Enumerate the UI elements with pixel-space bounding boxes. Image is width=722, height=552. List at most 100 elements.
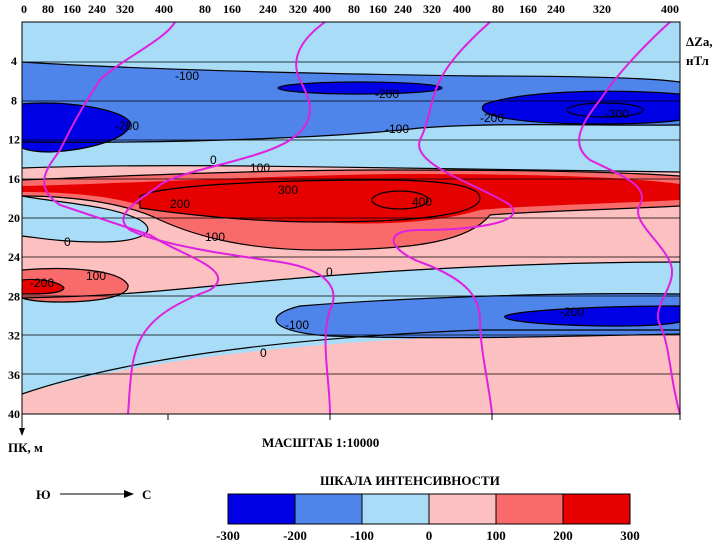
right-axis-label-2: нТл (686, 53, 709, 68)
contour-label-m200c: -200 (480, 111, 504, 125)
contour-label-m200a: -200 (375, 87, 399, 101)
zone-positive-lower (22, 330, 680, 414)
top-tick-label: 400 (313, 2, 331, 16)
contour-line-m300 (566, 102, 644, 118)
legend-swatches (227, 493, 631, 525)
y-axis-label: ПК, м (8, 440, 43, 455)
contour-label-p400: 400 (412, 195, 432, 209)
legend-tick-label: -300 (216, 528, 240, 543)
contour-label-m200d: -200 (560, 305, 584, 319)
top-tick-label: 240 (394, 2, 412, 16)
legend-tick-label: 200 (553, 528, 573, 543)
contour-lines (21, 61, 681, 395)
top-tick-label: 160 (369, 2, 387, 16)
contour-label-p200: 200 (170, 197, 190, 211)
top-tick-label: 80 (199, 2, 211, 16)
legend-tick-label: 100 (486, 528, 506, 543)
legend-swatch (562, 493, 631, 525)
bottom-ticks (21, 414, 681, 420)
contour-line-m100-upper (21, 124, 681, 143)
contour-label-p100c: 100 (86, 269, 106, 283)
legend-swatch (495, 493, 564, 525)
contour-line-100-left (21, 267, 129, 303)
contour-line-0-upper (21, 61, 681, 83)
zone-neg-200-center (278, 82, 442, 94)
contour-label-z0b: 0 (64, 235, 71, 249)
top-tick-label: 160 (223, 2, 241, 16)
contour-line-400 (371, 190, 429, 210)
legend-tick-label: -200 (283, 528, 307, 543)
top-tick-labels: 0 80 160 240 320 400 80 160 240 320 400 80 160 240 320… (21, 2, 679, 16)
y-tick-label: 28 (8, 289, 20, 303)
legend-tick-label: -100 (350, 528, 374, 543)
contour-line-100-lower (21, 195, 681, 251)
top-tick-label: 80 (492, 2, 504, 16)
top-tick-label: 80 (42, 2, 54, 16)
contour-line-0-bottom (21, 329, 680, 395)
zone-neg-top (22, 62, 680, 143)
zone-neg-top-edge (22, 22, 680, 82)
profile-curve-3 (392, 21, 515, 415)
top-tick-label: 240 (547, 2, 565, 16)
legend-tick-label: 300 (620, 528, 640, 543)
contour-line-0-pocket (21, 195, 149, 243)
direction-arrow-head (124, 490, 134, 498)
zone-neg-top-lower (22, 124, 680, 172)
legend-swatch (227, 493, 296, 525)
zone-neg-lower (276, 293, 680, 338)
legend-tick-label: 0 (426, 528, 433, 543)
profile-curve-4 (578, 21, 681, 415)
map-frame (21, 21, 681, 415)
y-tick-label: 32 (8, 329, 20, 343)
contour-label-m200b: -200 (115, 119, 139, 133)
legend-swatch (294, 493, 363, 525)
contour-label-p100b: 100 (205, 230, 225, 244)
contour-label-p200b: -200 (30, 276, 54, 290)
zone-neg-lower-core (504, 306, 680, 326)
contour-label-m100c: -100 (285, 318, 309, 332)
contour-label-m300: -300 (605, 107, 629, 121)
legend-title: ШКАЛА ИНТЕНСИВНОСТИ (320, 473, 500, 488)
y-tick-label: 8 (11, 93, 17, 107)
legend-swatch (361, 493, 430, 525)
contour-line-m200-center (277, 81, 443, 95)
legend-swatch (428, 493, 497, 525)
zone-pocket-20 (22, 196, 148, 242)
top-tick-label: 80 (348, 2, 360, 16)
y-tick-label: 24 (8, 250, 20, 264)
top-tick-label: 0 (21, 2, 27, 16)
top-tick-label: 320 (116, 2, 134, 16)
y-tick-label: 12 (8, 133, 20, 147)
contour-line-100-mid (21, 169, 681, 181)
contour-line-200-left (21, 278, 65, 295)
contour-label-p300: 300 (278, 183, 298, 197)
right-axis-label-1: ΔZa, (686, 34, 713, 49)
contour-line-m200-right (481, 90, 681, 125)
profile-curve-2 (122, 21, 335, 415)
profile-curve-1 (43, 21, 220, 415)
legend-ticks: -300 -200 -100 0 100 200 300 (216, 528, 640, 543)
contour-line-300 (139, 179, 481, 223)
contour-line-0-mid (21, 165, 681, 173)
zone-left-28-core (22, 279, 64, 294)
contour-label-p100a: 100 (250, 161, 270, 175)
y-tick-label: 20 (8, 211, 20, 225)
contour-line-m200-lower (504, 305, 681, 327)
contour-label-m100a: -100 (175, 69, 199, 83)
top-tick-label: 320 (593, 2, 611, 16)
y-tick-label: 4 (11, 54, 17, 68)
direction-to: С (142, 487, 151, 502)
top-tick-label: 160 (519, 2, 537, 16)
top-tick-label: 400 (155, 2, 173, 16)
y-tick-label: 36 (8, 368, 20, 382)
top-tick-label: 240 (259, 2, 277, 16)
y-tick-labels: 4 8 12 16 20 24 28 32 36 40 (8, 54, 20, 421)
contour-label-z0a: 0 (210, 153, 217, 167)
profile-curves (43, 21, 681, 415)
contour-line-m100-lower (275, 293, 681, 339)
scale-label: МАСШТАБ 1:10000 (262, 435, 379, 450)
top-tick-label: 240 (88, 2, 106, 16)
contour-line-m200-left (21, 102, 131, 153)
contour-label-z0c: 0 (326, 265, 333, 279)
